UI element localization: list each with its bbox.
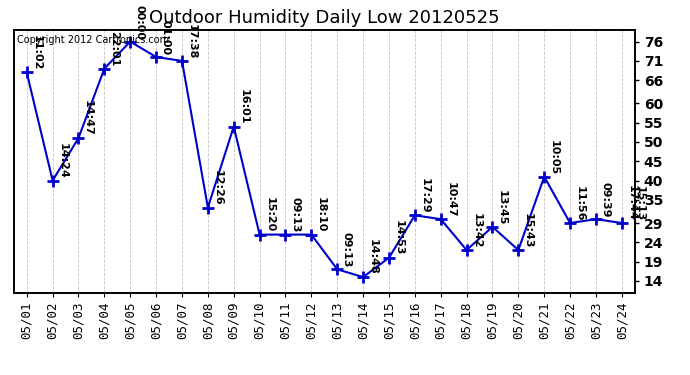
Text: 14:24: 14:24 <box>57 143 67 178</box>
Text: 13:45: 13:45 <box>497 190 507 225</box>
Text: 14:53: 14:53 <box>394 220 404 256</box>
Text: 17:38: 17:38 <box>187 24 197 59</box>
Text: 22:01: 22:01 <box>109 31 119 67</box>
Text: 14:48: 14:48 <box>368 239 377 275</box>
Text: 10:05: 10:05 <box>549 140 559 175</box>
Text: 18:10: 18:10 <box>316 197 326 232</box>
Text: 12:26: 12:26 <box>213 170 222 206</box>
Text: 09:39: 09:39 <box>600 182 611 217</box>
Text: 11:02: 11:02 <box>32 35 41 70</box>
Text: 11:56: 11:56 <box>575 186 584 221</box>
Text: 09:13: 09:13 <box>290 197 300 232</box>
Text: 01:00: 01:00 <box>161 20 170 55</box>
Text: 13:42: 13:42 <box>471 213 481 248</box>
Title: Outdoor Humidity Daily Low 20120525: Outdoor Humidity Daily Low 20120525 <box>149 9 500 27</box>
Text: 14:47: 14:47 <box>83 100 93 136</box>
Text: 09:13: 09:13 <box>342 232 352 267</box>
Text: 15:13: 15:13 <box>634 186 644 221</box>
Text: 15:43: 15:43 <box>523 213 533 248</box>
Text: 15:20: 15:20 <box>264 197 274 232</box>
Text: 16:01: 16:01 <box>239 89 248 124</box>
Text: Copyright 2012 Cartronics.com: Copyright 2012 Cartronics.com <box>17 35 169 45</box>
Text: 00:00: 00:00 <box>135 4 145 40</box>
Text: 10:47: 10:47 <box>446 182 455 217</box>
Text: 17:29: 17:29 <box>420 178 429 213</box>
Text: 17:44: 17:44 <box>627 185 636 221</box>
